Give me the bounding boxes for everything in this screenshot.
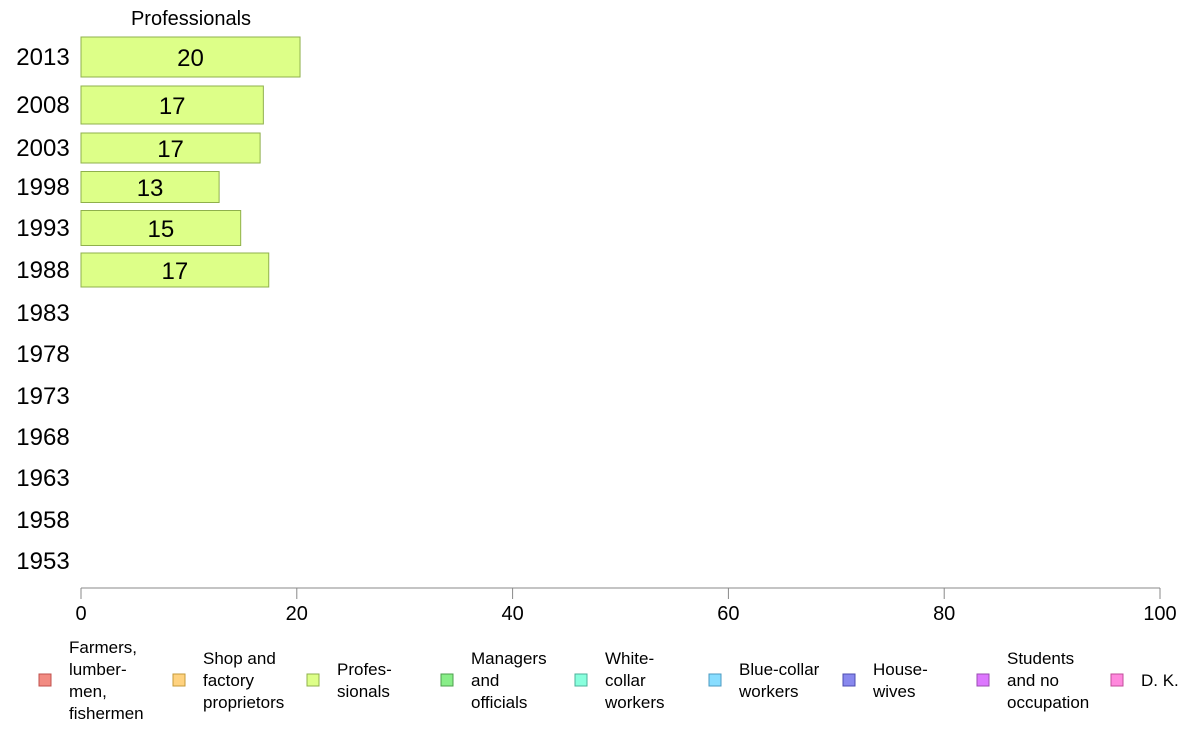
legend-swatch-1 [172, 673, 186, 687]
legend-label-7-line-0: Students [1007, 649, 1074, 668]
legend-label-5-line-1: workers [738, 682, 799, 701]
year-labels: 2013 2008 2003 1998 1993 1988 1983 1978 1973 1968… [16, 44, 69, 575]
year-label-2008: 2008 [16, 92, 69, 119]
x-tick-label-60: 60 [717, 603, 739, 625]
bar-1993 [80, 210, 242, 246]
bar-1988 [80, 252, 270, 288]
legend-label-5-line-0: Blue-collar [739, 660, 820, 679]
legend-swatch-2 [306, 673, 320, 687]
x-tick-label-80: 80 [933, 603, 955, 625]
x-tick-label-20: 20 [286, 603, 308, 625]
bar-label-2003: 17 [157, 136, 184, 163]
legend-label-3-line-1: and [471, 671, 499, 690]
year-label-1978: 1978 [16, 341, 69, 368]
legend-swatch-3 [440, 673, 454, 687]
legend-swatch-4 [574, 673, 588, 687]
legend-label-4-line-1: collar [605, 671, 646, 690]
bar-label-1998: 13 [137, 175, 164, 202]
year-label-1958: 1958 [16, 507, 69, 534]
legend-label-8-line-0: D. K. [1141, 671, 1179, 690]
year-label-1983: 1983 [16, 300, 69, 327]
legend-label-7-line-1: and no [1007, 671, 1059, 690]
bar-label-1993: 15 [147, 216, 174, 243]
column-title: Professionals [131, 8, 251, 30]
bar-1998 [80, 171, 220, 203]
legend-label-3-line-2: officials [471, 693, 527, 712]
legend-label-4-line-0: White- [605, 649, 654, 668]
legend-label-2-line-1: sionals [337, 682, 390, 701]
year-label-2013: 2013 [16, 44, 69, 71]
legend-label-3-line-0: Managers [471, 649, 547, 668]
legend-label-1-line-0: Shop and [203, 649, 276, 668]
bar-2008 [80, 85, 264, 125]
x-tick-label-100: 100 [1143, 603, 1176, 625]
year-label-1993: 1993 [16, 215, 69, 242]
bar-label-1988: 17 [162, 258, 189, 285]
year-label-1968: 1968 [16, 424, 69, 451]
year-label-1963: 1963 [16, 465, 69, 492]
legend-label-7-line-2: occupation [1007, 693, 1089, 712]
legend-swatch-5 [708, 673, 722, 687]
x-axis: 0 20 40 60 80 100 [75, 587, 1177, 625]
legend: Farmers, lumber-men, fishermen Shop and fact… [38, 638, 1179, 723]
year-label-1953: 1953 [16, 548, 69, 575]
x-tick-label-0: 0 [75, 603, 86, 625]
legend-label-6-line-0: House- [873, 660, 928, 679]
bar-2003 [80, 132, 261, 164]
bar-label-2013: 20 [177, 45, 204, 72]
legend-label-0-line-1: lumber- [69, 660, 127, 679]
bar-2013 [80, 36, 301, 78]
x-tick-label-40: 40 [501, 603, 523, 625]
legend-label-2-line-0: Profes- [337, 660, 392, 679]
legend-label-0-line-2: men, [69, 682, 107, 701]
year-label-1973: 1973 [16, 383, 69, 410]
bars-layer: 20 17 17 13 15 17 [80, 36, 301, 288]
year-label-2003: 2003 [16, 135, 69, 162]
legend-label-4-line-2: workers [604, 693, 665, 712]
legend-swatch-0 [38, 673, 52, 687]
legend-swatch-6 [842, 673, 856, 687]
bar-label-2008: 17 [159, 93, 186, 120]
year-label-1998: 1998 [16, 174, 69, 201]
legend-swatch-7 [976, 673, 990, 687]
legend-label-6-line-1: wives [872, 682, 916, 701]
legend-label-0-line-0: Farmers, [69, 638, 137, 657]
legend-label-1-line-1: factory [203, 671, 255, 690]
year-label-1988: 1988 [16, 257, 69, 284]
legend-label-1-line-2: proprietors [203, 693, 284, 712]
legend-swatch-8 [1110, 673, 1124, 687]
legend-label-0-line-3: fishermen [69, 704, 144, 723]
